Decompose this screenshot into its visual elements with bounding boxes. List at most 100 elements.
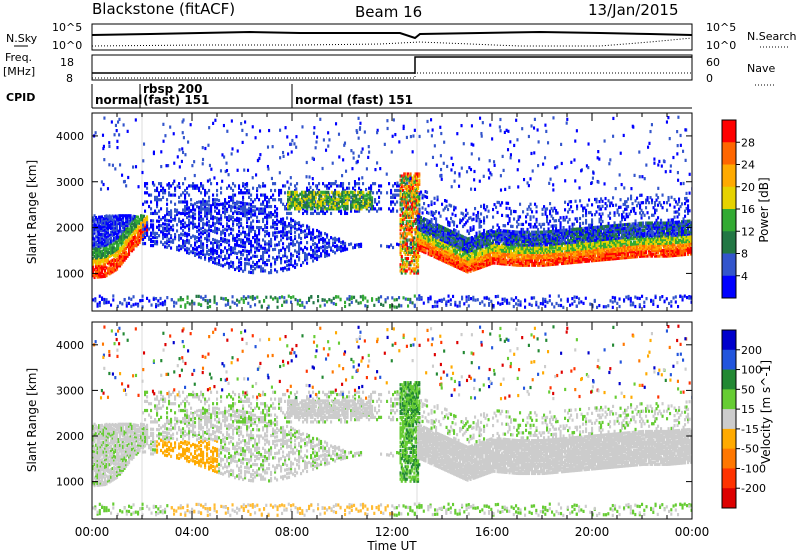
- echo-cell: [358, 194, 361, 198]
- echo-cell: [178, 211, 181, 215]
- echo-cell: [288, 263, 291, 267]
- echo-cell: [454, 233, 457, 237]
- echo-cell: [155, 302, 158, 307]
- echo-cell: [249, 295, 252, 299]
- echo-cell: [287, 194, 290, 198]
- echo-cell: [222, 237, 225, 241]
- echo-cell: [266, 204, 269, 209]
- echo-cell: [412, 211, 415, 215]
- echo-cell: [336, 238, 339, 242]
- echo-cell: [312, 242, 315, 247]
- echo-cell: [481, 252, 484, 256]
- echo-cell: [511, 263, 514, 267]
- echo-cell: [256, 195, 259, 199]
- echo-cell: [254, 246, 257, 250]
- echo-cell: [432, 213, 435, 217]
- echo-cell: [306, 188, 309, 193]
- echo-cell: [242, 238, 245, 242]
- echo-cell: [236, 200, 239, 204]
- echo-cell: [228, 226, 231, 231]
- echo-cell: [346, 186, 349, 190]
- echo-cell: [290, 190, 293, 194]
- echo-cell: [113, 223, 116, 227]
- echo-cell: [116, 219, 119, 223]
- echo-cell: [448, 241, 451, 246]
- echo-cell: [474, 242, 477, 246]
- echo-cell: [312, 236, 315, 240]
- echo-cell: [105, 237, 108, 241]
- echo-cell: [469, 260, 472, 264]
- echo-cell: [410, 250, 413, 254]
- echo-cell: [120, 231, 123, 235]
- echo-cell: [433, 229, 436, 233]
- echo-cell: [286, 259, 289, 263]
- echo-cell: [262, 202, 265, 206]
- echo-cell: [445, 227, 448, 231]
- echo-cell: [483, 228, 486, 233]
- echo-cell: [490, 236, 493, 240]
- echo-cell: [126, 245, 129, 249]
- echo-cell: [448, 254, 451, 258]
- echo-cell: [591, 305, 594, 309]
- echo-cell: [180, 226, 183, 230]
- echo-cell: [490, 230, 493, 234]
- echo-cell: [462, 253, 465, 257]
- echo-cell: [260, 265, 263, 269]
- echo-cell: [196, 186, 199, 190]
- echo-cell: [460, 211, 463, 215]
- echo-cell: [436, 254, 439, 258]
- echo-cell: [499, 252, 502, 257]
- echo-cell: [578, 297, 581, 301]
- echo-cell: [104, 240, 107, 244]
- echo-cell: [398, 243, 401, 247]
- echo-cell: [399, 246, 402, 250]
- echo-cell: [99, 238, 102, 242]
- echo-cell: [492, 215, 495, 219]
- echo-cell: [120, 246, 123, 251]
- echo-cell: [274, 220, 277, 225]
- echo-cell: [456, 241, 459, 245]
- echo-cell: [94, 299, 97, 303]
- echo-cell: [96, 304, 99, 308]
- echo-cell: [286, 237, 289, 241]
- echo-cell: [453, 254, 456, 259]
- echo-cell: [444, 234, 447, 238]
- echo-cell: [240, 191, 243, 195]
- echo-cell: [242, 209, 245, 213]
- echo-cell: [421, 238, 424, 242]
- echo-cell: [611, 300, 614, 304]
- echo-cell: [182, 191, 185, 195]
- echo-cell: [357, 207, 360, 211]
- echo-cell: [394, 202, 397, 206]
- echo-cell: [513, 217, 516, 221]
- echo-cell: [200, 256, 203, 260]
- echo-cell: [204, 199, 207, 204]
- echo-cell: [150, 237, 153, 241]
- echo-cell: [429, 249, 432, 253]
- echo-cell: [520, 250, 523, 254]
- echo-cell: [105, 239, 108, 243]
- echo-cell: [506, 298, 509, 302]
- echo-cell: [174, 202, 177, 206]
- echo-cell: [108, 268, 111, 272]
- echo-cell: [513, 246, 516, 250]
- echo-cell: [290, 256, 293, 260]
- echo-cell: [405, 203, 408, 207]
- echo-cell: [492, 239, 495, 243]
- echo-cell: [294, 261, 297, 265]
- echo-cell: [294, 205, 297, 209]
- echo-cell: [290, 242, 293, 246]
- echo-cell: [135, 223, 138, 227]
- echo-cell: [415, 195, 418, 199]
- echo-cell: [472, 239, 475, 243]
- echo-cell: [429, 229, 432, 233]
- echo-cell: [111, 224, 114, 228]
- echo-cell: [555, 301, 558, 306]
- echo-cell: [294, 203, 297, 207]
- echo-cell: [286, 255, 289, 259]
- echo-cell: [407, 252, 410, 257]
- echo-cell: [499, 245, 502, 249]
- echo-cell: [284, 260, 287, 264]
- echo-cell: [228, 200, 231, 204]
- echo-cell: [138, 238, 141, 243]
